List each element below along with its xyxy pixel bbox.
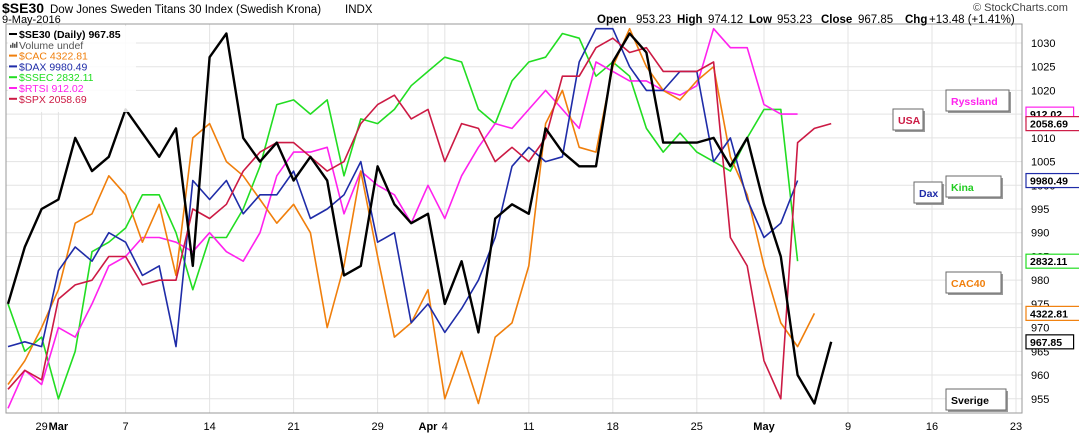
annotation-label: Kina <box>951 182 974 194</box>
y-tick-label: 1010 <box>1031 133 1055 145</box>
annotation-box <box>913 181 943 204</box>
open-label: Open <box>597 14 626 26</box>
x-tick-label: May <box>753 421 775 433</box>
x-tick-label: 14 <box>203 421 215 433</box>
legend-entry: $SPX 2058.69 <box>19 94 87 106</box>
y-tick-label: 955 <box>1031 394 1049 406</box>
annotation-box <box>945 89 1010 112</box>
annotation-label: Ryssland <box>951 96 998 108</box>
annotation-box <box>945 388 1007 411</box>
x-axis: 29 Mar 7 14 21 29 Apr 4 11 18 25 May 9 16 23 <box>35 421 1022 433</box>
annotation-box <box>945 271 1002 294</box>
annotation-label: Sverige <box>951 395 989 407</box>
volume-bars-icon <box>10 41 18 48</box>
series-line <box>7 32 799 400</box>
grid-layer <box>6 24 1022 413</box>
watermark: © StockCharts.com <box>973 2 1068 14</box>
legend-background <box>8 26 136 112</box>
x-tick-label: 11 <box>523 421 534 433</box>
y-tick-label: 960 <box>1031 370 1049 382</box>
index-name: Dow Jones Sweden Titans 30 Index (Swedis… <box>50 4 321 16</box>
x-tick-label: Mar <box>49 421 69 433</box>
plot-frame <box>5 23 1023 414</box>
y-tick-label: 970 <box>1031 323 1049 335</box>
legend-entry: $SE30 (Daily) 967.85 <box>19 29 121 41</box>
y-axis: 9559609659709759809859909951000100510101… <box>1031 38 1055 406</box>
change-value: +13.48 (+1.41%) <box>929 14 1015 26</box>
price-tag-box <box>1025 305 1079 321</box>
y-tick-label: 1005 <box>1031 157 1055 169</box>
close-value: 967.85 <box>858 14 893 26</box>
annotations: Ryssland USA Dax Kina CAC40 Sverige <box>892 89 1011 412</box>
x-tick-label: Apr <box>419 421 439 433</box>
annotation-label: Dax <box>919 188 938 200</box>
change-label: Chg <box>905 14 927 26</box>
y-tick-label: 980 <box>1031 275 1049 287</box>
price-tag-label: 967.85 <box>1030 337 1062 349</box>
annotation-box <box>945 175 1002 198</box>
x-tick-label: 21 <box>287 421 299 433</box>
y-tick-label: 1025 <box>1031 62 1055 74</box>
x-tick-label: 29 <box>35 421 47 433</box>
annotation-label: USA <box>898 115 921 127</box>
price-tag-label: 4322.81 <box>1030 308 1068 320</box>
y-tick-label: 995 <box>1031 204 1049 216</box>
series-line <box>7 27 799 348</box>
chart-date: 9-May-2016 <box>2 14 61 26</box>
y-tick-label: 990 <box>1031 228 1049 240</box>
y-tick-label: 1030 <box>1031 38 1055 50</box>
exchange: INDX <box>345 4 373 16</box>
x-tick-label: 23 <box>1010 421 1022 433</box>
series-line <box>7 37 832 400</box>
price-tag-label: 2058.69 <box>1030 119 1068 131</box>
series-line <box>6 32 833 405</box>
x-tick-label: 25 <box>691 421 703 433</box>
annotation-label: CAC40 <box>951 278 986 290</box>
annotation-box <box>892 108 924 131</box>
legend-entry: $DAX 9980.49 <box>19 61 87 73</box>
price-tag-label: 9980.49 <box>1030 176 1068 188</box>
x-tick-label: 16 <box>926 421 938 433</box>
price-tag-box <box>1025 253 1079 269</box>
legend-entry: $CAC 4322.81 <box>19 51 88 63</box>
symbol: $SE30 <box>2 0 44 16</box>
low-label: Low <box>749 14 772 26</box>
price-tag-box <box>1025 334 1075 350</box>
open-value: 953.23 <box>636 14 671 26</box>
legend-entry: Volume undef <box>19 40 83 52</box>
x-tick-label: 18 <box>607 421 619 433</box>
high-label: High <box>677 14 703 26</box>
low-value: 953.23 <box>777 14 812 26</box>
x-tick-label: 7 <box>123 421 129 433</box>
legend-entry: $RTSI 912.02 <box>19 83 84 95</box>
high-value: 974.12 <box>708 14 743 26</box>
legend-entry: $SSEC 2832.11 <box>19 72 94 84</box>
close-label: Close <box>821 14 852 26</box>
price-tag-label: 2832.11 <box>1030 256 1068 268</box>
x-tick-label: 29 <box>371 421 383 433</box>
x-tick-label: 4 <box>442 421 448 433</box>
x-tick-label: 9 <box>845 421 851 433</box>
price-tag-box <box>1025 116 1079 132</box>
series-layer <box>6 27 833 409</box>
price-tag-box <box>1025 172 1079 189</box>
y-tick-label: 1020 <box>1031 85 1055 97</box>
